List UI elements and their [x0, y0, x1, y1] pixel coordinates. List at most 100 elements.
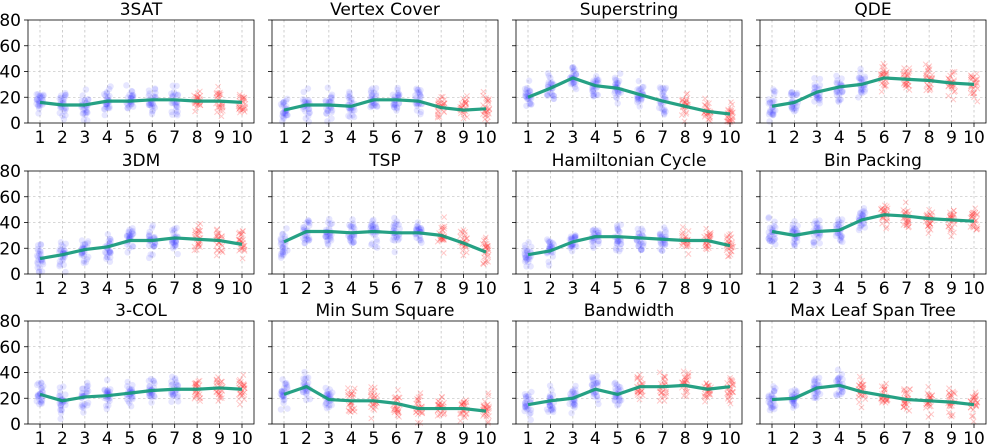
- trial-marker-dot: [322, 98, 330, 105]
- trial-marker-dot: [614, 224, 621, 231]
- trial-marker-x: [348, 390, 355, 397]
- trial-marker-x: [927, 220, 934, 227]
- trial-marker-dot: [615, 90, 622, 97]
- trial-marker-dot: [104, 254, 111, 261]
- trial-marker-dot: [810, 241, 818, 249]
- x-tick-label: 1: [279, 429, 290, 446]
- trial-marker-x: [706, 234, 713, 240]
- trial-marker-x: [241, 385, 248, 392]
- trial-marker-dot: [550, 95, 558, 103]
- trial-marker-dot: [568, 388, 575, 396]
- trial-marker-dot: [613, 381, 621, 389]
- trial-marker-dot: [521, 258, 529, 265]
- trial-marker-dot: [527, 416, 534, 424]
- trial-marker-dot: [590, 229, 597, 237]
- trial-marker-dot: [303, 235, 310, 243]
- trial-marker-x: [947, 72, 954, 79]
- trial-marker-dot: [525, 87, 533, 95]
- trial-marker-x: [240, 228, 247, 235]
- trial-marker-x: [241, 94, 248, 101]
- trial-marker-x: [395, 408, 402, 414]
- trial-marker-x: [728, 393, 735, 400]
- x-tick-label: 1: [279, 128, 290, 148]
- trial-marker-x: [947, 391, 954, 398]
- trial-marker-dot: [572, 232, 579, 239]
- trial-marker-dot: [173, 224, 180, 232]
- trial-marker-dot: [569, 64, 577, 71]
- trial-marker-x: [218, 233, 225, 240]
- trial-marker-dot: [82, 259, 89, 266]
- trial-marker-dot: [368, 91, 376, 98]
- trial-marker-dot: [765, 100, 772, 107]
- trial-marker-x: [902, 68, 909, 75]
- trial-marker-x: [862, 396, 869, 402]
- trial-marker-x: [900, 404, 907, 411]
- trial-marker-dot: [80, 409, 87, 416]
- trial-marker-x: [950, 229, 957, 236]
- trial-marker-dot: [305, 105, 313, 113]
- trial-marker-dot: [572, 70, 580, 78]
- trial-marker-x: [483, 111, 490, 118]
- trial-marker-dot: [168, 382, 175, 389]
- trial-marker-dot: [522, 405, 530, 412]
- trial-marker-dot: [146, 232, 153, 240]
- subplot-title: TSP: [368, 151, 400, 171]
- trial-marker-x: [859, 382, 866, 388]
- trial-marker-dot: [857, 85, 865, 92]
- trial-marker-dot: [568, 64, 576, 72]
- trial-marker-x: [970, 85, 977, 92]
- trial-marker-x: [215, 230, 222, 237]
- trial-marker-x: [974, 225, 981, 232]
- trial-marker-dot: [789, 221, 796, 228]
- trial-marker-x: [435, 398, 442, 405]
- trial-marker-dot: [39, 261, 47, 268]
- trial-marker-dot: [325, 215, 333, 223]
- trial-marker-dot: [369, 217, 376, 225]
- trial-marker-dot: [855, 74, 863, 82]
- trial-marker-dot: [861, 86, 869, 93]
- x-tick-label: 4: [834, 279, 845, 299]
- trial-marker-x: [458, 400, 465, 407]
- trial-marker-x: [219, 102, 226, 109]
- trial-marker-dot: [861, 88, 868, 95]
- trial-marker-x: [702, 102, 709, 109]
- trial-marker-dot: [169, 373, 176, 380]
- trial-marker-x: [434, 398, 441, 404]
- trial-marker-dot: [766, 237, 774, 244]
- trial-marker-dot: [526, 88, 534, 95]
- x-tick-label: 8: [680, 128, 691, 148]
- trial-marker-dot: [765, 215, 772, 222]
- trial-marker-x: [970, 412, 977, 419]
- trial-marker-dot: [127, 403, 135, 410]
- x-tick-label: 3: [79, 429, 90, 446]
- trial-marker-dot: [129, 243, 137, 250]
- trial-marker-dot: [546, 402, 553, 409]
- trial-marker-x: [879, 205, 886, 212]
- trial-marker-x: [239, 95, 246, 102]
- trial-marker-x: [345, 389, 351, 396]
- trial-marker-dot: [656, 231, 664, 238]
- trial-marker-x: [441, 410, 448, 417]
- trial-marker-dot: [349, 239, 357, 246]
- trial-marker-dot: [129, 230, 136, 237]
- trial-marker-dot: [278, 391, 285, 399]
- trial-marker-x: [968, 214, 975, 220]
- trial-marker-x: [197, 102, 204, 109]
- trial-marker-dot: [34, 242, 42, 249]
- trial-marker-dot: [811, 378, 819, 385]
- trial-marker-dot: [769, 403, 776, 411]
- trial-marker-x: [680, 229, 687, 235]
- trial-marker-dot: [655, 104, 663, 112]
- trial-marker-dot: [792, 389, 800, 396]
- trial-marker-x: [660, 373, 667, 380]
- trial-marker-dot: [414, 219, 422, 226]
- trial-marker-dot: [174, 108, 181, 115]
- x-tick-label: 4: [346, 429, 357, 446]
- trial-marker-x: [727, 231, 734, 237]
- trial-marker-dot: [145, 231, 153, 238]
- trial-marker-x: [725, 391, 732, 398]
- trial-marker-dot: [146, 383, 153, 390]
- trial-marker-dot: [770, 403, 777, 410]
- trial-marker-x: [902, 400, 909, 407]
- trial-marker-dot: [148, 224, 156, 231]
